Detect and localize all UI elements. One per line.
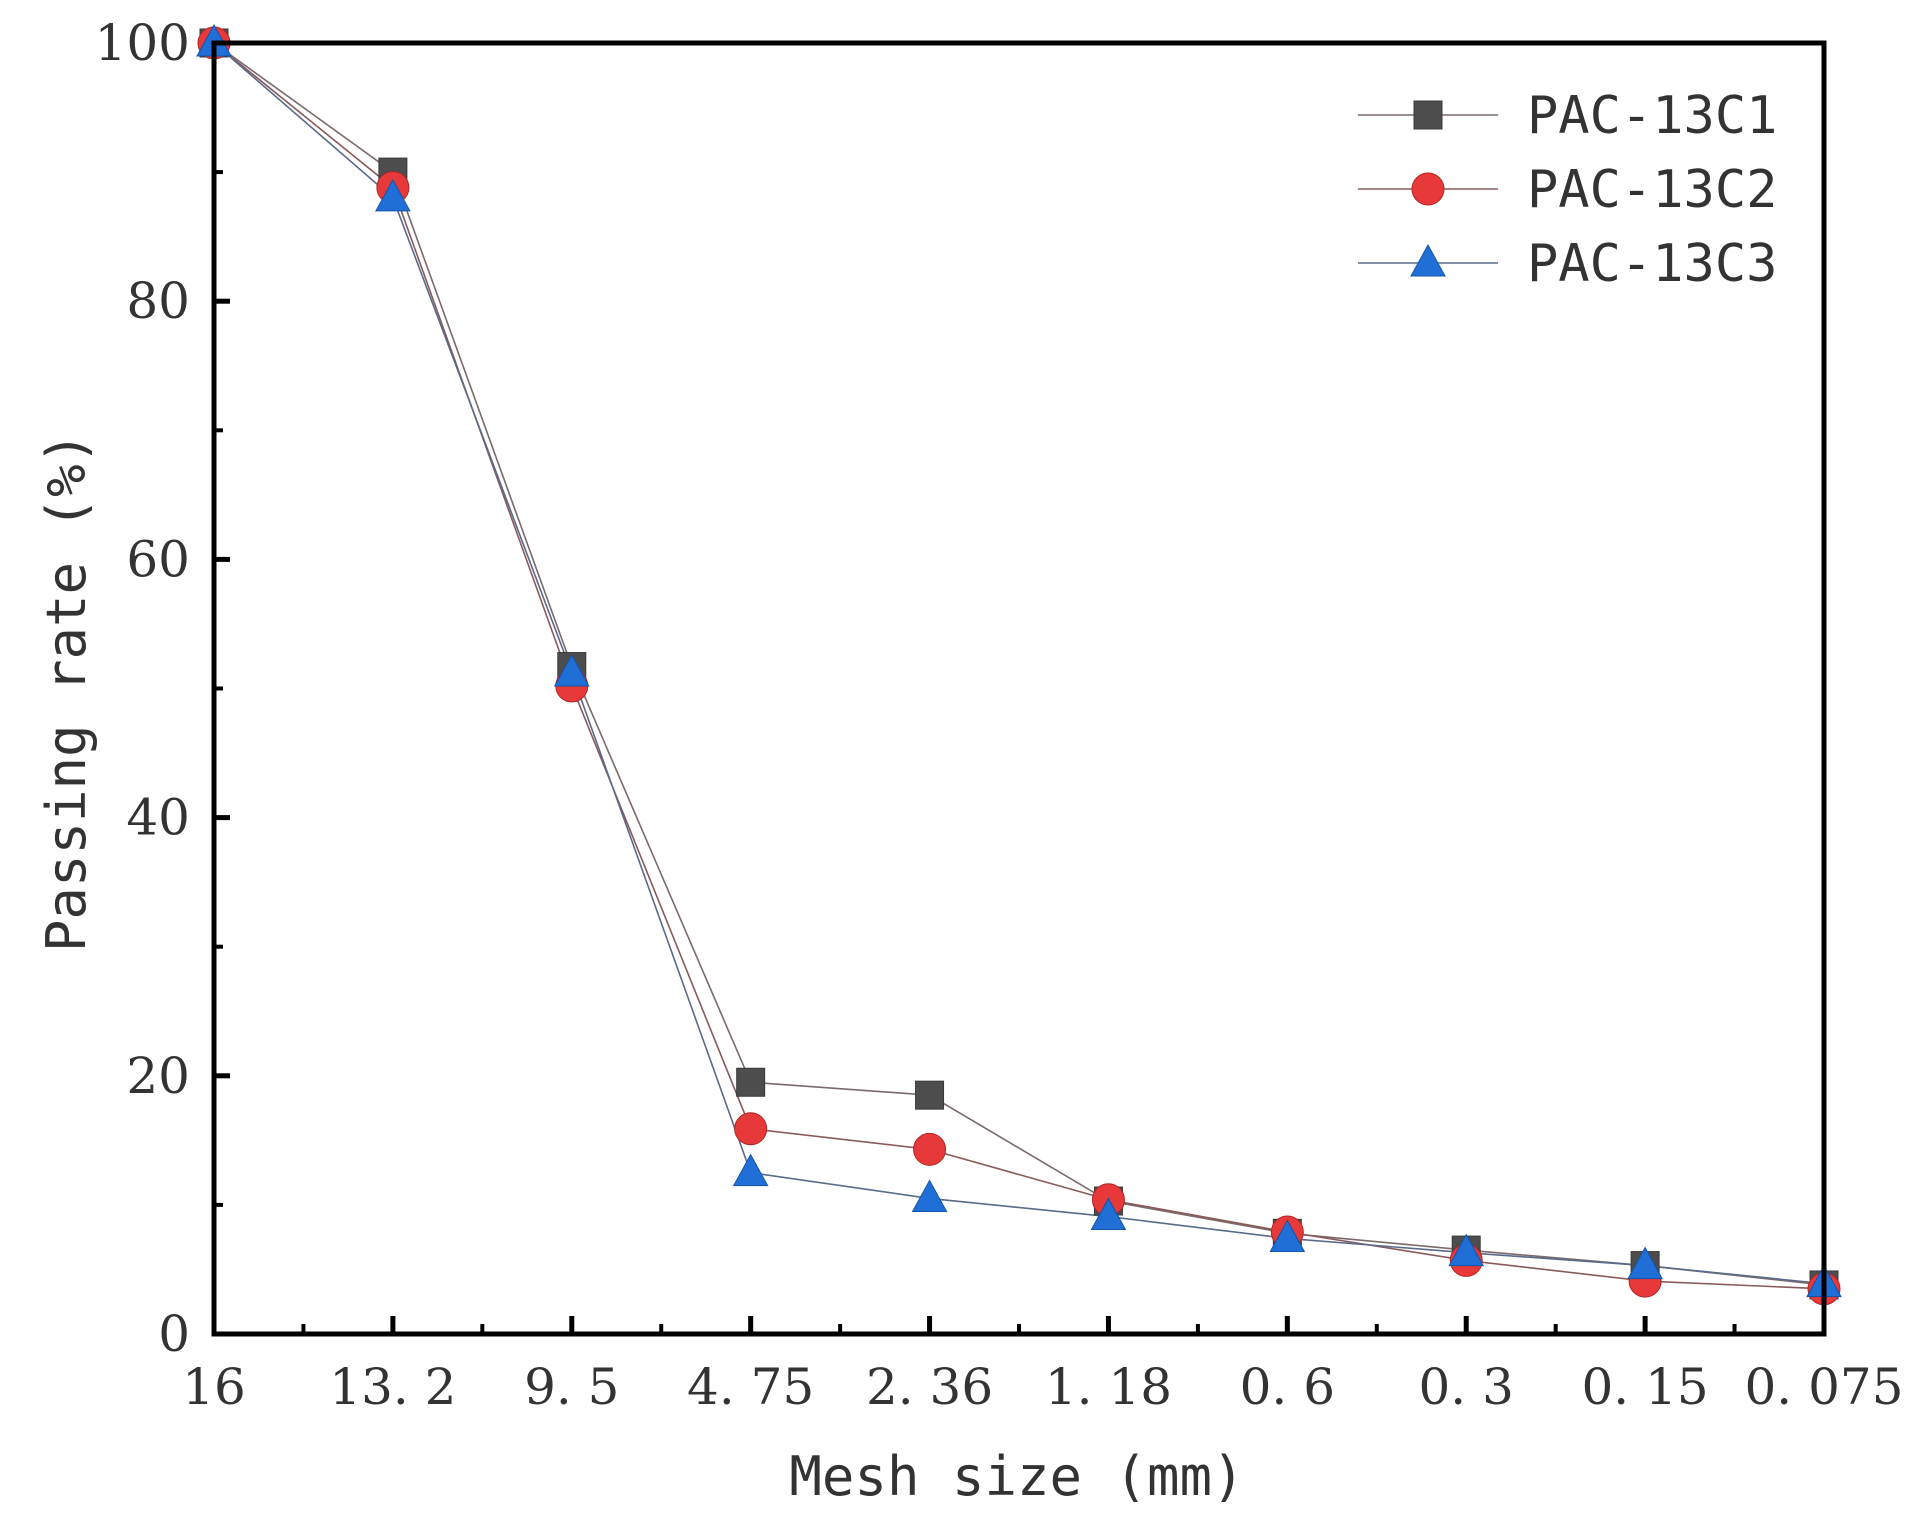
legend-marker-2 bbox=[1411, 172, 1445, 206]
x-tick-label-4: 4. 75 bbox=[687, 1358, 814, 1416]
legend-label-1: PAC-13C1 bbox=[1527, 86, 1777, 146]
legend-label-2: PAC-13C2 bbox=[1527, 160, 1777, 220]
x-tick-label-2: 13. 2 bbox=[329, 1358, 456, 1416]
x-tick-label-8: 0. 3 bbox=[1419, 1358, 1514, 1416]
series-line-3 bbox=[213, 42, 1825, 1285]
y-tick-label-2: 20 bbox=[126, 1047, 190, 1105]
data-point-s3-3 bbox=[553, 653, 590, 687]
x-tick-label-5: 2. 36 bbox=[866, 1358, 993, 1416]
data-point-s3-6 bbox=[1090, 1197, 1127, 1231]
y-tick-label-4: 60 bbox=[126, 530, 190, 588]
data-point-s2-4 bbox=[734, 1112, 768, 1146]
data-point-s1-4 bbox=[736, 1067, 766, 1097]
data-point-s3-5 bbox=[911, 1179, 948, 1212]
data-point-s3-4 bbox=[732, 1153, 769, 1187]
x-tick-label-3: 9. 5 bbox=[524, 1358, 619, 1416]
series-line-1 bbox=[213, 42, 1825, 1286]
legend: PAC-13C1 PAC-13C2 PAC-13C3 bbox=[1358, 86, 1777, 294]
data-point-s3-2 bbox=[375, 178, 411, 212]
legend-marker-1 bbox=[1413, 100, 1443, 130]
y-tick-label-3: 40 bbox=[126, 789, 190, 847]
x-tick-label-10: 0. 075 bbox=[1744, 1358, 1903, 1416]
data-point-s2-5 bbox=[913, 1132, 947, 1166]
data-point-s3-8 bbox=[1448, 1233, 1485, 1267]
x-tick-label-7: 0. 6 bbox=[1240, 1358, 1335, 1416]
x-tick-label-1: 16 bbox=[182, 1358, 246, 1416]
legend-marker-3 bbox=[1410, 243, 1446, 277]
y-tick-label-1: 0 bbox=[158, 1305, 190, 1363]
axes-layer: 0 20 40 60 80 100 16 13. 2 9. 5 4. 75 2. 36 1. 18 0.… bbox=[95, 14, 1904, 1416]
data-point-s1-5 bbox=[915, 1080, 945, 1110]
x-tick-label-9: 0. 15 bbox=[1581, 1358, 1708, 1416]
series-layer bbox=[196, 23, 1842, 1306]
legend-label-3: PAC-13C3 bbox=[1527, 234, 1777, 294]
y-tick-label-5: 80 bbox=[126, 272, 190, 330]
x-axis-title: Mesh size (mm) bbox=[789, 1445, 1244, 1508]
data-point-s3-7 bbox=[1269, 1219, 1306, 1252]
y-tick-label-6: 100 bbox=[95, 14, 190, 72]
data-point-s3-9 bbox=[1627, 1246, 1663, 1280]
x-tick-label-6: 1. 18 bbox=[1045, 1358, 1172, 1416]
y-axis-title: Passing rate (%) bbox=[35, 432, 98, 952]
